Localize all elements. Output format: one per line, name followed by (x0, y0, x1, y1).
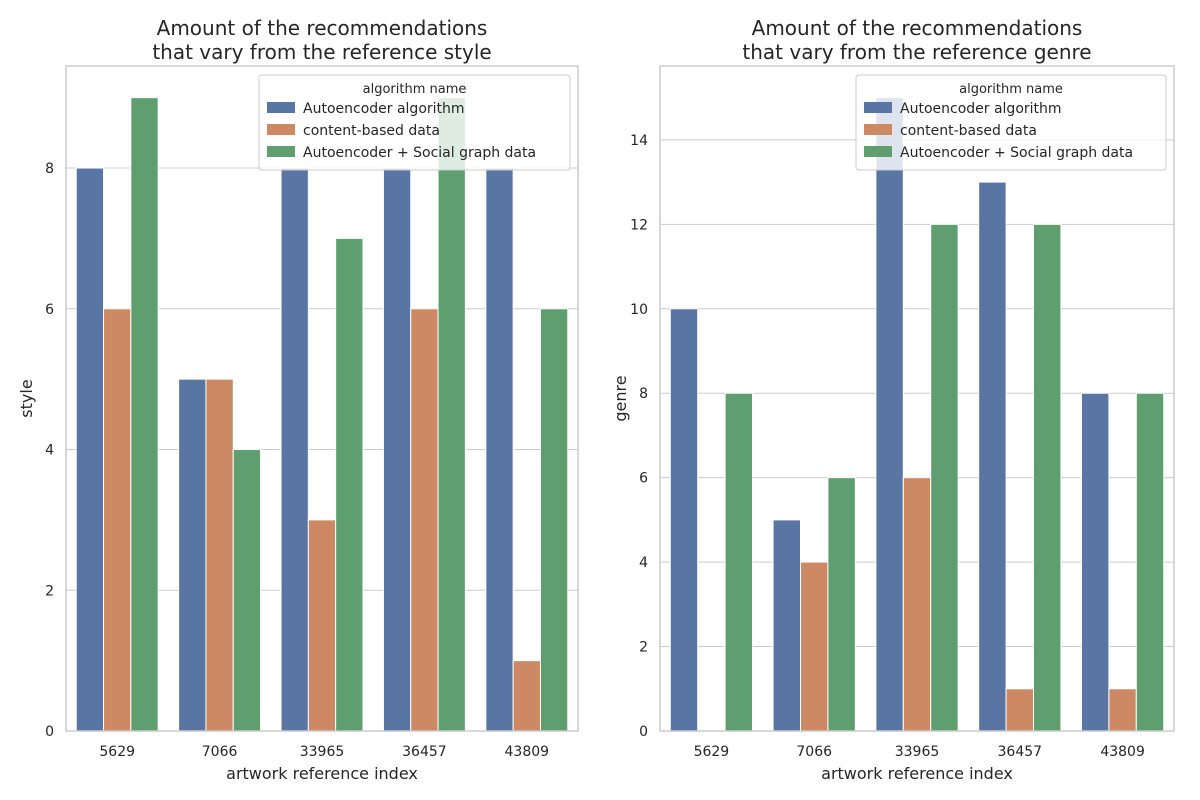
legend-label: Autoencoder algorithm (303, 101, 465, 117)
y-tick-label: 6 (639, 471, 648, 487)
x-tick-label: 5629 (694, 744, 730, 760)
bar (875, 97, 904, 732)
chart-title-line: that vary from the reference genre (742, 40, 1091, 64)
bar (772, 519, 801, 732)
bar (130, 97, 159, 732)
bar (539, 308, 569, 732)
legend-swatch (267, 146, 295, 157)
x-tick-label: 5629 (99, 744, 135, 760)
legend-swatch (267, 102, 295, 113)
bar (75, 167, 105, 732)
legend: algorithm name Autoencoder algorithm conte… (855, 74, 1167, 171)
legend-label: Autoencoder + Social graph data (900, 145, 1133, 161)
bar (1005, 688, 1035, 732)
x-tick-label: 7066 (796, 744, 832, 760)
x-tick-label: 43809 (505, 744, 550, 760)
bar (280, 167, 309, 732)
x-axis-label: artwork reference index (821, 764, 1013, 783)
x-tick-label: 7066 (202, 744, 238, 760)
bar (335, 237, 364, 732)
x-tick-label: 36457 (998, 744, 1043, 760)
legend-label: content-based data (303, 123, 440, 139)
x-tick-label: 33965 (300, 744, 345, 760)
bar (978, 181, 1007, 732)
bar (799, 561, 829, 732)
x-axis-label: artwork reference index (226, 764, 418, 783)
bar (827, 477, 856, 732)
y-tick-label: 2 (45, 583, 54, 599)
legend-swatch (864, 124, 892, 135)
plot-frame (65, 65, 579, 732)
x-tick-label: 43809 (1100, 744, 1145, 760)
bar (1108, 688, 1137, 732)
x-tick-label: 33965 (895, 744, 940, 760)
bar (1080, 392, 1110, 732)
y-tick-label: 12 (630, 217, 648, 233)
y-tick-label: 8 (639, 386, 648, 402)
y-tick-label: 4 (639, 555, 648, 571)
bar (1135, 392, 1165, 732)
bar (485, 167, 514, 732)
y-tick-label: 2 (639, 640, 648, 656)
chart-panel-2: 0 2 4 6 8 10 12 14 5629 7066 33965 36457 43809 artwor… (611, 16, 1175, 783)
bar (103, 308, 132, 732)
legend-box (258, 74, 571, 171)
x-tick-label: 36457 (402, 744, 447, 760)
bar (437, 97, 466, 732)
chart-title-line: that vary from the reference style (152, 40, 491, 64)
legend-label: content-based data (900, 123, 1037, 139)
legend-label: Autoencoder + Social graph data (303, 145, 536, 161)
bar (512, 660, 541, 732)
plot-frame (659, 65, 1175, 732)
legend-label: Autoencoder algorithm (900, 101, 1062, 117)
legend-swatch (864, 146, 892, 157)
y-tick-label: 0 (45, 724, 54, 740)
bar (205, 378, 234, 732)
bar (669, 308, 699, 732)
chart-title-line: Amount of the recommendations (157, 16, 488, 40)
bar (382, 167, 412, 732)
legend-title: algorithm name (363, 82, 467, 97)
bar (1033, 223, 1062, 732)
legend: algorithm name Autoencoder algorithm conte… (258, 74, 571, 171)
bar (178, 378, 207, 732)
bar (724, 392, 754, 732)
y-tick-label: 10 (630, 302, 648, 318)
y-tick-label: 6 (45, 302, 54, 318)
bar (307, 519, 337, 732)
chart-title-line: Amount of the recommendations (752, 16, 1083, 40)
y-axis-label: genre (611, 375, 630, 421)
bar (930, 223, 959, 732)
legend-box (855, 74, 1167, 171)
chart-panel-1: 0 2 4 6 8 5629 7066 33965 36457 43809 artwork refe… (17, 16, 579, 783)
y-tick-label: 8 (45, 161, 54, 177)
y-tick-label: 0 (639, 724, 648, 740)
bar (232, 449, 262, 732)
bar (902, 477, 932, 732)
y-tick-label: 4 (45, 443, 54, 459)
legend-swatch (267, 124, 295, 135)
legend-title: algorithm name (959, 82, 1063, 97)
y-tick-label: 14 (630, 133, 648, 149)
y-axis-label: style (17, 379, 36, 417)
legend-swatch (864, 102, 892, 113)
bar (410, 308, 439, 732)
